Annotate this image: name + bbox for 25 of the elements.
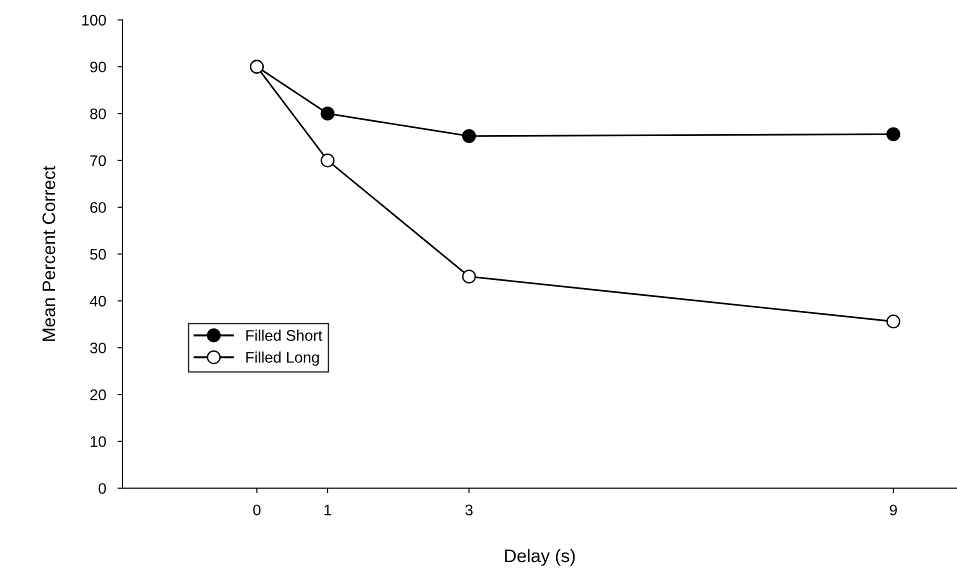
- legend-label: Filled Short: [246, 330, 322, 341]
- x-tick-label: 3: [465, 504, 473, 516]
- y-tick-label: 20: [90, 389, 106, 400]
- x-tick-label: 1: [324, 504, 332, 516]
- y-tick-label: 10: [90, 436, 106, 448]
- y-tick-label: 90: [90, 62, 106, 72]
- point: [886, 314, 900, 328]
- y-tick-label: 0: [98, 483, 106, 494]
- point: [320, 106, 335, 121]
- point: [320, 153, 335, 168]
- y-tick-label: 40: [90, 296, 106, 307]
- point: [462, 270, 476, 284]
- point: [886, 127, 900, 142]
- y-axis-title: Mean Percent Correct: [42, 166, 56, 341]
- y-tick-label: 50: [90, 248, 106, 260]
- y-tick-label: 30: [90, 342, 106, 354]
- legend-label: Filled Long: [246, 352, 319, 366]
- y-tick-label: 60: [90, 202, 106, 213]
- y-tick-label: 80: [90, 108, 106, 120]
- x-tick-label: 0: [253, 504, 261, 516]
- point: [462, 129, 476, 143]
- y-tick-label: 70: [90, 155, 106, 166]
- x-tick-label: 9: [890, 504, 897, 516]
- y-tick-label: 100: [82, 14, 106, 26]
- x-axis-title: Delay (s): [505, 548, 575, 566]
